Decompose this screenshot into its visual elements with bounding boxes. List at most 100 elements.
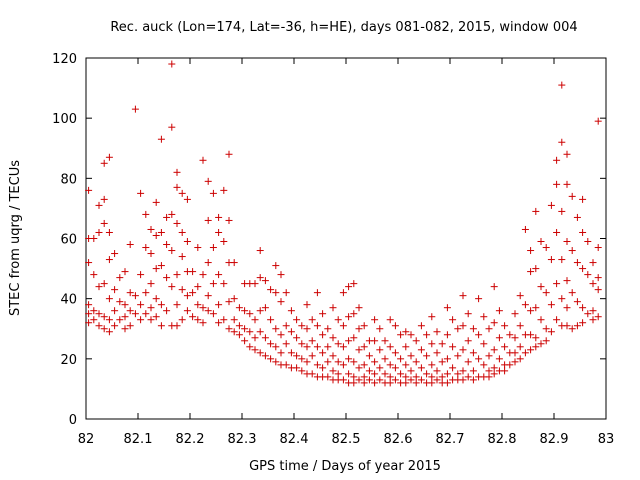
data-point bbox=[417, 322, 425, 330]
data-point bbox=[261, 352, 269, 360]
data-point bbox=[121, 268, 129, 276]
data-point bbox=[272, 343, 280, 351]
data-point bbox=[381, 337, 389, 345]
data-point bbox=[199, 304, 207, 312]
data-point bbox=[527, 307, 535, 315]
data-point bbox=[573, 259, 581, 267]
data-point bbox=[464, 310, 472, 318]
data-point bbox=[558, 256, 566, 264]
data-point bbox=[85, 186, 93, 194]
data-point bbox=[131, 292, 139, 300]
data-point bbox=[537, 283, 545, 291]
data-point bbox=[100, 219, 108, 227]
data-point bbox=[527, 247, 535, 255]
data-point bbox=[251, 346, 259, 354]
data-point bbox=[339, 361, 347, 369]
data-point bbox=[563, 180, 571, 188]
data-point bbox=[261, 334, 269, 342]
data-point bbox=[402, 373, 410, 381]
data-point bbox=[568, 192, 576, 200]
data-point bbox=[443, 355, 451, 363]
data-point bbox=[547, 301, 555, 309]
data-point bbox=[339, 322, 347, 330]
data-point bbox=[334, 370, 342, 378]
data-point bbox=[293, 364, 301, 372]
data-point bbox=[553, 180, 561, 188]
data-point bbox=[215, 213, 223, 221]
data-point bbox=[547, 256, 555, 264]
data-point bbox=[90, 316, 98, 324]
data-point bbox=[90, 307, 98, 315]
data-point bbox=[251, 316, 259, 324]
x-tick-label: 83 bbox=[598, 432, 615, 447]
data-point bbox=[137, 189, 145, 197]
data-point bbox=[147, 250, 155, 258]
data-point bbox=[215, 228, 223, 236]
data-point bbox=[204, 307, 212, 315]
data-point bbox=[111, 307, 119, 315]
data-point bbox=[105, 316, 113, 324]
data-point bbox=[163, 307, 171, 315]
data-point bbox=[438, 358, 446, 366]
data-point bbox=[220, 316, 228, 324]
x-tick-label: 82.8 bbox=[488, 432, 517, 447]
data-point bbox=[189, 268, 197, 276]
data-point bbox=[516, 322, 524, 330]
data-point bbox=[308, 337, 316, 345]
data-point bbox=[423, 331, 431, 339]
data-point bbox=[126, 289, 134, 297]
data-point bbox=[137, 271, 145, 279]
chart-title: Rec. auck (Lon=174, Lat=-36, h=HE), days… bbox=[110, 20, 577, 35]
data-point bbox=[485, 325, 493, 333]
data-point bbox=[163, 213, 171, 221]
data-point bbox=[490, 346, 498, 354]
data-point bbox=[511, 349, 519, 357]
data-point bbox=[95, 228, 103, 236]
data-point bbox=[397, 370, 405, 378]
data-point bbox=[334, 358, 342, 366]
data-point bbox=[563, 322, 571, 330]
data-point bbox=[90, 271, 98, 279]
data-point bbox=[532, 265, 540, 273]
data-point bbox=[553, 228, 561, 236]
data-point bbox=[355, 364, 363, 372]
data-point bbox=[537, 340, 545, 348]
data-point bbox=[371, 370, 379, 378]
data-point bbox=[168, 283, 176, 291]
data-point bbox=[256, 247, 264, 255]
data-point bbox=[121, 301, 129, 309]
data-point bbox=[506, 361, 514, 369]
data-point bbox=[199, 156, 207, 164]
data-point bbox=[547, 328, 555, 336]
data-point bbox=[116, 298, 124, 306]
data-point bbox=[449, 316, 457, 324]
data-point bbox=[329, 334, 337, 342]
data-point bbox=[558, 295, 566, 303]
data-point bbox=[568, 325, 576, 333]
data-point bbox=[137, 316, 145, 324]
data-point bbox=[459, 346, 467, 354]
data-point bbox=[209, 280, 217, 288]
data-point bbox=[537, 238, 545, 246]
data-point bbox=[360, 322, 368, 330]
data-point bbox=[469, 325, 477, 333]
data-point bbox=[116, 274, 124, 282]
data-point bbox=[506, 331, 514, 339]
data-point bbox=[423, 352, 431, 360]
data-point bbox=[178, 189, 186, 197]
data-point bbox=[490, 370, 498, 378]
data-point bbox=[121, 325, 129, 333]
data-point bbox=[293, 316, 301, 324]
data-point bbox=[511, 310, 519, 318]
data-point bbox=[464, 337, 472, 345]
data-point bbox=[131, 310, 139, 318]
data-point bbox=[594, 117, 602, 125]
data-point bbox=[220, 280, 228, 288]
data-point bbox=[105, 328, 113, 336]
data-point bbox=[475, 331, 483, 339]
data-point bbox=[391, 364, 399, 372]
data-point bbox=[579, 319, 587, 327]
y-tick-label: 60 bbox=[60, 233, 77, 248]
data-point bbox=[485, 367, 493, 375]
